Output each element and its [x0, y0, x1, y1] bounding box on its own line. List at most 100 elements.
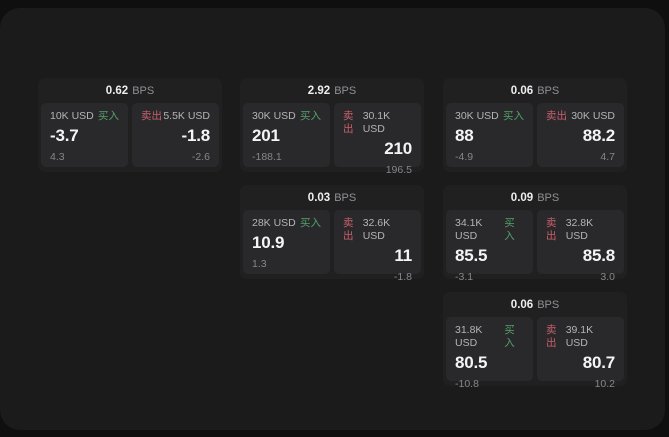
sell-delta: -1.8	[393, 271, 412, 283]
buy-price: 80.5	[455, 353, 488, 372]
sell-quote-labels: 卖出 30K USD	[546, 110, 615, 123]
quote-card: 0.06 BPS 30K USD 买入 88 -4.9 卖出 30K USD	[443, 78, 627, 172]
sell-quote-tile[interactable]: 卖出 39.1K USD 80.7 10.2	[537, 317, 624, 390]
buy-price: 85.5	[455, 246, 488, 265]
sell-delta: 10.2	[594, 378, 615, 390]
sell-quote-labels: 卖出 32.8K USD	[546, 217, 615, 243]
buy-price: 10.9	[252, 233, 285, 252]
buy-price: 88	[455, 126, 474, 145]
quote-card: 0.09 BPS 34.1K USD 买入 85.5 -3.1 卖出 32.8K…	[443, 185, 627, 283]
buy-side-label: 买入	[504, 217, 515, 242]
quote-card: 2.92 BPS 30K USD 买入 201 -188.1 卖出 30.1K …	[240, 78, 424, 176]
sell-delta: -2.6	[191, 151, 210, 163]
sell-quote-tile[interactable]: 卖出 5.5K USD -1.8 -2.6	[132, 103, 219, 167]
sell-quote-tile[interactable]: 卖出 30.1K USD 210 196.5	[334, 103, 421, 176]
quote-card: 0.06 BPS 31.8K USD 买入 80.5 -10.8 卖出 39.1…	[443, 292, 627, 390]
buy-side-label: 买入	[98, 110, 119, 122]
buy-delta: -4.9	[455, 151, 474, 163]
spread-header: 0.06 BPS	[446, 78, 624, 103]
spread-unit: BPS	[537, 84, 560, 97]
buy-delta: -3.1	[455, 271, 474, 283]
sell-amount: 32.8K USD	[565, 217, 594, 242]
buy-quote-tile[interactable]: 28K USD 买入 10.9 1.3	[243, 210, 330, 274]
buy-quote-labels: 28K USD 买入	[252, 217, 321, 230]
sell-amount: 30K USD	[571, 110, 615, 122]
buy-side-label: 买入	[300, 217, 321, 229]
buy-quote-labels: 10K USD 买入	[50, 110, 119, 123]
sell-side-label: 卖出	[141, 110, 162, 122]
buy-quote-tile[interactable]: 30K USD 买入 88 -4.9	[446, 103, 533, 167]
spread-unit: BPS	[537, 191, 560, 204]
buy-quote-labels: 30K USD 买入	[455, 110, 524, 123]
buy-delta: 4.3	[50, 151, 65, 163]
buy-quote-labels: 31.8K USD 买入	[455, 324, 524, 350]
quote-body: 30K USD 买入 201 -188.1 卖出 30.1K USD 210 1…	[243, 103, 421, 176]
spread-unit: BPS	[334, 84, 357, 97]
sell-quote-labels: 卖出 32.6K USD	[343, 217, 412, 243]
spread-header: 0.09 BPS	[446, 185, 624, 210]
spread-value: 0.62	[105, 84, 129, 97]
spread-header: 0.06 BPS	[446, 292, 624, 317]
buy-amount: 34.1K USD	[455, 217, 483, 242]
spread-unit: BPS	[334, 191, 357, 204]
sell-price: 11	[394, 246, 412, 265]
spread-unit: BPS	[537, 298, 560, 311]
quote-card: 0.62 BPS 10K USD 买入 -3.7 4.3 卖出 5.5K USD	[38, 78, 222, 172]
quote-card: 0.03 BPS 28K USD 买入 10.9 1.3 卖出 32.6K US…	[240, 185, 424, 283]
spread-unit: BPS	[132, 84, 155, 97]
sell-price: 88.2	[582, 126, 615, 145]
buy-delta: 1.3	[252, 258, 267, 270]
sell-quote-labels: 卖出 30.1K USD	[343, 110, 412, 136]
sell-amount: 39.1K USD	[565, 324, 594, 349]
quote-body: 30K USD 买入 88 -4.9 卖出 30K USD 88.2 4.7	[446, 103, 624, 167]
buy-quote-tile[interactable]: 10K USD 买入 -3.7 4.3	[41, 103, 128, 167]
spread-header: 0.03 BPS	[243, 185, 421, 210]
spread-value: 0.06	[510, 84, 534, 97]
sell-price: -1.8	[181, 126, 211, 145]
sell-side-label: 卖出	[546, 217, 557, 242]
sell-side-label: 卖出	[343, 217, 354, 242]
sell-quote-tile[interactable]: 卖出 30K USD 88.2 4.7	[537, 103, 624, 167]
sell-amount: 32.6K USD	[362, 217, 391, 242]
quote-body: 10K USD 买入 -3.7 4.3 卖出 5.5K USD -1.8 -2.…	[41, 103, 219, 167]
sell-side-label: 卖出	[546, 110, 567, 122]
sell-quote-tile[interactable]: 卖出 32.6K USD 11 -1.8	[334, 210, 421, 283]
buy-quote-labels: 34.1K USD 买入	[455, 217, 524, 243]
buy-price: 201	[252, 126, 280, 145]
sell-delta: 3.0	[600, 271, 615, 283]
spread-value: 0.03	[307, 191, 331, 204]
buy-price: -3.7	[50, 126, 79, 145]
buy-amount: 31.8K USD	[455, 324, 483, 349]
quote-body: 28K USD 买入 10.9 1.3 卖出 32.6K USD 11 -1.8	[243, 210, 421, 283]
spread-value: 2.92	[307, 84, 331, 97]
sell-price: 85.8	[582, 246, 615, 265]
sell-price: 80.7	[582, 353, 615, 372]
sell-quote-tile[interactable]: 卖出 32.8K USD 85.8 3.0	[537, 210, 624, 283]
quote-body: 31.8K USD 买入 80.5 -10.8 卖出 39.1K USD 80.…	[446, 317, 624, 390]
sell-delta: 4.7	[600, 151, 615, 163]
quotes-panel: 0.62 BPS 10K USD 买入 -3.7 4.3 卖出 5.5K USD	[0, 8, 665, 430]
sell-quote-labels: 卖出 5.5K USD	[141, 110, 210, 123]
spread-value: 0.06	[510, 298, 534, 311]
buy-delta: -188.1	[252, 151, 282, 163]
buy-side-label: 买入	[504, 324, 515, 349]
buy-amount: 10K USD	[50, 110, 94, 122]
buy-amount: 30K USD	[455, 110, 499, 122]
sell-side-label: 卖出	[546, 324, 557, 349]
sell-quote-labels: 卖出 39.1K USD	[546, 324, 615, 350]
sell-price: 210	[384, 139, 412, 158]
buy-quote-tile[interactable]: 34.1K USD 买入 85.5 -3.1	[446, 210, 533, 283]
buy-quote-tile[interactable]: 31.8K USD 买入 80.5 -10.8	[446, 317, 533, 390]
buy-side-label: 买入	[300, 110, 321, 122]
buy-delta: -10.8	[455, 378, 479, 390]
buy-amount: 28K USD	[252, 217, 296, 229]
buy-amount: 30K USD	[252, 110, 296, 122]
sell-amount: 5.5K USD	[163, 110, 210, 122]
sell-side-label: 卖出	[343, 110, 354, 135]
sell-amount: 30.1K USD	[362, 110, 391, 135]
quote-body: 34.1K USD 买入 85.5 -3.1 卖出 32.8K USD 85.8…	[446, 210, 624, 283]
sell-delta: 196.5	[385, 164, 412, 176]
buy-quote-tile[interactable]: 30K USD 买入 201 -188.1	[243, 103, 330, 167]
spread-header: 2.92 BPS	[243, 78, 421, 103]
